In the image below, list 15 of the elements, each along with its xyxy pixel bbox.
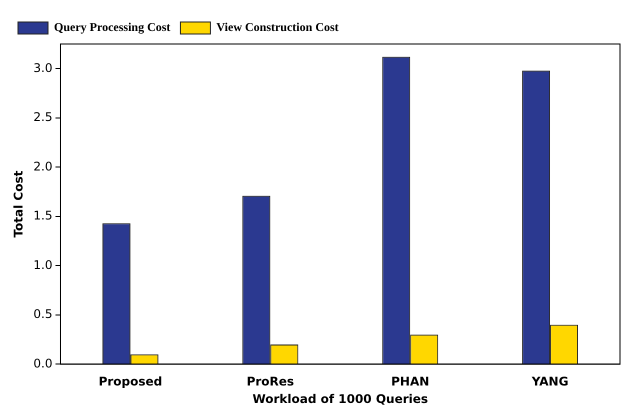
x-tick-label: ProRes bbox=[246, 374, 294, 389]
y-tick-label: 1.5 bbox=[33, 208, 52, 223]
legend-label: Query Processing Cost bbox=[54, 20, 170, 34]
x-tick-label: YANG bbox=[530, 374, 568, 389]
y-tick-label: 2.5 bbox=[33, 110, 52, 124]
y-tick-label: 0.0 bbox=[33, 356, 52, 370]
y-axis-title: Total Cost bbox=[11, 170, 26, 238]
legend-label: View Construction Cost bbox=[216, 20, 339, 34]
x-tick-label: PHAN bbox=[391, 374, 430, 389]
y-tick-label: 2.0 bbox=[33, 159, 52, 174]
y-tick-label: 0.5 bbox=[33, 307, 52, 322]
x-axis-title: Workload of 1000 Queries bbox=[252, 392, 428, 406]
y-tick-label: 3.0 bbox=[33, 60, 52, 75]
x-tick-label: Proposed bbox=[98, 374, 162, 389]
y-tick-label: 1.0 bbox=[33, 258, 52, 272]
